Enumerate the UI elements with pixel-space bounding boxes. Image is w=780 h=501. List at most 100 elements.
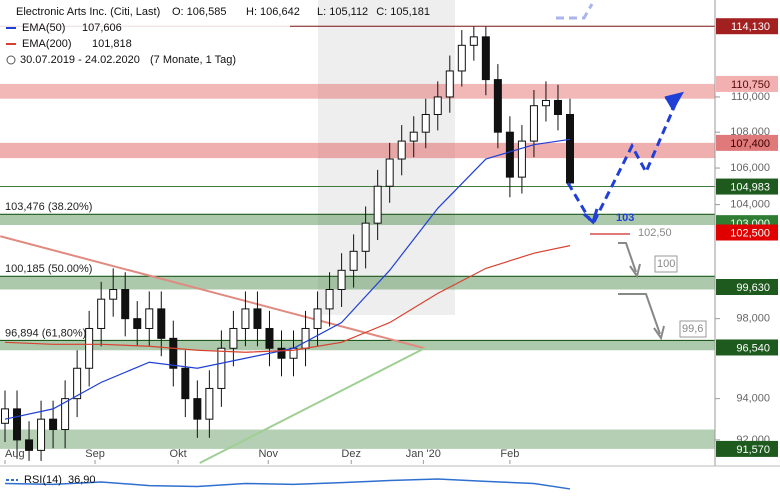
candle-body	[553, 99, 562, 115]
candle-body	[529, 105, 538, 142]
candle-body	[97, 298, 106, 329]
candle-body	[229, 327, 238, 349]
x-tick-label: Nov	[258, 448, 278, 460]
x-tick-label: Okt	[170, 448, 187, 460]
price-label: 114,130	[731, 21, 770, 33]
candle-body	[469, 36, 478, 46]
price-label: 102,500	[730, 227, 770, 239]
y-tick-label: 104,000	[730, 199, 770, 211]
candle-body	[265, 327, 274, 349]
fib-label: 100,185 (50.00%)	[5, 263, 92, 275]
candle-body	[325, 289, 334, 310]
header-high: H: 106,642	[246, 6, 300, 18]
header-period: 30.07.2019 - 24.02.2020	[20, 54, 140, 66]
candle-body	[109, 289, 118, 300]
candle-body	[1, 408, 9, 424]
candle-body	[313, 308, 322, 329]
y-tick-label: 110,000	[731, 91, 770, 103]
y-tick-label: 106,000	[730, 162, 770, 174]
ema-line	[4, 245, 571, 353]
projection	[556, 3, 685, 341]
candle-body	[361, 222, 370, 252]
candle-body	[517, 140, 526, 178]
candle-body	[301, 327, 310, 349]
annotation: 102,50	[638, 227, 672, 239]
candle-body	[349, 250, 358, 271]
candle-body	[566, 113, 574, 184]
header-title: Electronic Arts Inc. (Citi, Last)	[16, 6, 160, 18]
x-tick-label: Jan '20	[406, 448, 441, 460]
header-close: C: 105,181	[376, 6, 430, 18]
annotation-box	[654, 255, 678, 273]
fib-label: 103,476 (38.20%)	[5, 201, 92, 213]
candle-body	[481, 36, 490, 81]
annotation: 103	[616, 212, 634, 224]
fib-label: 96,894 (61,80%)	[5, 327, 86, 339]
price-label: 99,630	[736, 282, 770, 294]
candle-body	[277, 347, 286, 359]
candle-body	[253, 308, 262, 329]
candle-body	[85, 327, 94, 369]
candle-body	[493, 79, 502, 133]
zone	[0, 214, 715, 226]
candle-body	[169, 337, 178, 369]
price-label-box	[716, 178, 778, 195]
candle-body	[409, 131, 418, 142]
zone	[0, 142, 715, 159]
candle-body	[133, 318, 142, 329]
annotation: 100	[657, 258, 675, 270]
clock-icon	[6, 55, 16, 65]
y-tick-label: 98,000	[736, 313, 770, 325]
price-label: 96,540	[736, 342, 770, 354]
price-label-box	[716, 224, 778, 241]
price-label-box	[716, 339, 778, 356]
rsi-line	[4, 478, 571, 490]
price-label-box	[716, 134, 778, 151]
candle-body	[193, 398, 202, 420]
zone	[0, 83, 715, 99]
annotation-box	[679, 320, 707, 338]
candle-body	[241, 308, 250, 329]
header-low: L: 105,112	[317, 6, 368, 18]
x-tick-label: Dez	[341, 448, 361, 460]
candle-body	[217, 347, 226, 389]
candle-body	[457, 44, 466, 72]
candle-body	[433, 96, 442, 115]
candle-body	[337, 269, 346, 291]
candle-body	[121, 289, 130, 320]
y-tick-label: 94,000	[736, 393, 770, 405]
candle-body	[373, 185, 382, 224]
header-open: O: 106,585	[172, 6, 226, 18]
price-label: 107,400	[730, 138, 770, 150]
candle-body	[49, 418, 58, 431]
candle-body	[73, 367, 82, 400]
candle-body	[61, 398, 70, 431]
candle-body	[37, 418, 46, 451]
x-tick-label: Sep	[85, 448, 105, 460]
candle-body	[13, 408, 22, 441]
candle-body	[421, 113, 430, 133]
rsi-value: 36,90	[68, 474, 96, 486]
ema-line	[4, 138, 571, 420]
zone	[0, 340, 715, 351]
legend-name: EMA(50)	[22, 22, 65, 34]
price-label: 110,750	[731, 79, 770, 91]
candle-body	[541, 99, 550, 107]
annotation: 99,6	[682, 323, 703, 335]
price-label-box	[716, 278, 778, 295]
price-label: 104,983	[730, 181, 770, 193]
candle-body	[397, 140, 406, 160]
price-label: 91,570	[736, 444, 770, 456]
rsi-name: RSI(14)	[24, 474, 62, 486]
price-label-box	[716, 75, 778, 92]
zone	[0, 429, 715, 449]
candle-body	[181, 367, 190, 400]
candle-body	[385, 158, 394, 187]
legend-bg	[0, 0, 290, 70]
header-period-note: (7 Monate, 1 Tag)	[150, 54, 236, 66]
price-label-box	[716, 18, 778, 35]
candle-body	[505, 131, 514, 178]
legend-value: 101,818	[92, 38, 132, 50]
candle-body	[25, 439, 34, 451]
